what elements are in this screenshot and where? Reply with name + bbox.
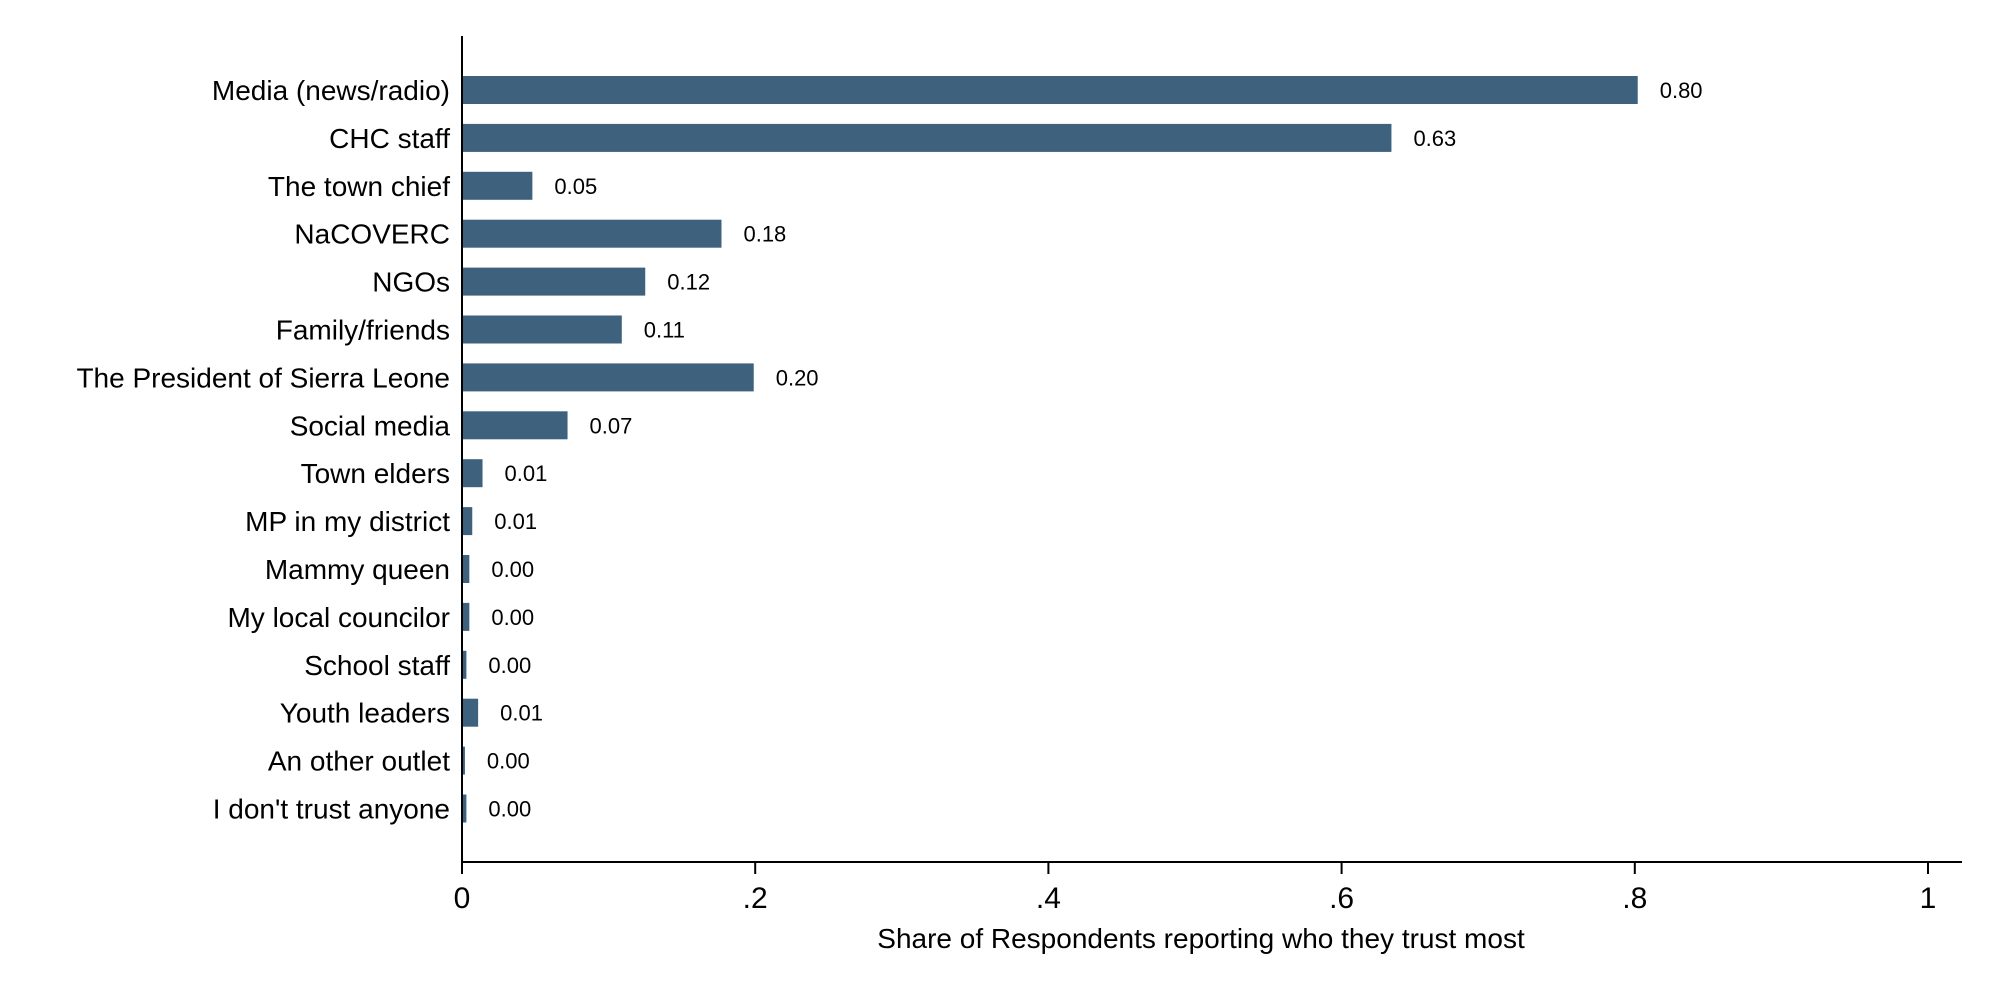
- category-label: Youth leaders: [280, 698, 450, 729]
- value-label: 0.63: [1413, 126, 1456, 151]
- x-tick-label: .2: [743, 882, 768, 915]
- bar: [462, 602, 470, 631]
- x-axis-title: Share of Respondents reporting who they …: [877, 923, 1525, 954]
- bar: [462, 698, 479, 727]
- value-label: 0.12: [667, 270, 710, 295]
- value-label: 0.01: [505, 461, 548, 486]
- value-label: 0.00: [487, 749, 530, 774]
- category-label: The President of Sierra Leone: [76, 362, 450, 393]
- category-label: Social media: [290, 410, 451, 441]
- bar: [462, 219, 722, 248]
- category-label: Town elders: [301, 458, 450, 489]
- value-label: 0.11: [644, 318, 685, 343]
- bar: [462, 650, 467, 679]
- x-tick-label: .6: [1329, 882, 1354, 915]
- value-label: 0.05: [554, 174, 597, 199]
- x-tick-label: 0: [454, 882, 471, 915]
- category-label: An other outlet: [268, 746, 450, 777]
- bar: [462, 123, 1392, 152]
- value-label: 0.00: [491, 605, 534, 630]
- category-label: Family/friends: [276, 315, 450, 346]
- bars-group: [462, 76, 1638, 823]
- bar: [462, 794, 467, 823]
- category-label: School staff: [304, 650, 450, 681]
- category-label: Mammy queen: [265, 554, 450, 585]
- bar: [462, 315, 622, 344]
- bar: [462, 507, 473, 536]
- category-label: I don't trust anyone: [213, 794, 450, 825]
- value-labels-group: 0.80 0.63 0.05 0.18 0.12 0.11 0.20 0.07 0.01 0.01…: [487, 78, 1703, 822]
- x-ticks-group: 0 .2 .4 .6 .8 1: [454, 862, 1937, 915]
- category-label: NaCOVERC: [294, 219, 450, 250]
- value-label: 0.80: [1660, 78, 1703, 103]
- bar: [462, 267, 646, 296]
- value-label: 0.20: [776, 365, 819, 390]
- bar: [462, 411, 568, 440]
- bar: [462, 555, 470, 583]
- bar: [462, 459, 483, 488]
- value-label: 0.18: [743, 222, 786, 247]
- bar: [462, 171, 533, 200]
- category-label: CHC staff: [329, 123, 450, 154]
- value-label: 0.00: [488, 797, 531, 822]
- value-label: 0.01: [500, 701, 543, 726]
- value-label: 0.07: [590, 413, 633, 438]
- category-label: NGOs: [372, 267, 450, 298]
- bar: [462, 363, 754, 392]
- value-label: 0.01: [494, 509, 537, 534]
- x-tick-label: .8: [1622, 882, 1647, 915]
- x-tick-label: 1: [1920, 882, 1937, 915]
- value-label: 0.00: [491, 557, 534, 582]
- value-label: 0.00: [488, 653, 531, 678]
- category-label: Media (news/radio): [212, 75, 450, 106]
- bar: [462, 76, 1638, 104]
- bar: [462, 746, 465, 775]
- category-labels-group: Media (news/radio) CHC staff The town chie…: [76, 75, 450, 825]
- category-label: The town chief: [268, 171, 450, 202]
- category-label: My local councilor: [227, 602, 450, 633]
- category-label: MP in my district: [245, 506, 450, 537]
- x-tick-label: .4: [1036, 882, 1061, 915]
